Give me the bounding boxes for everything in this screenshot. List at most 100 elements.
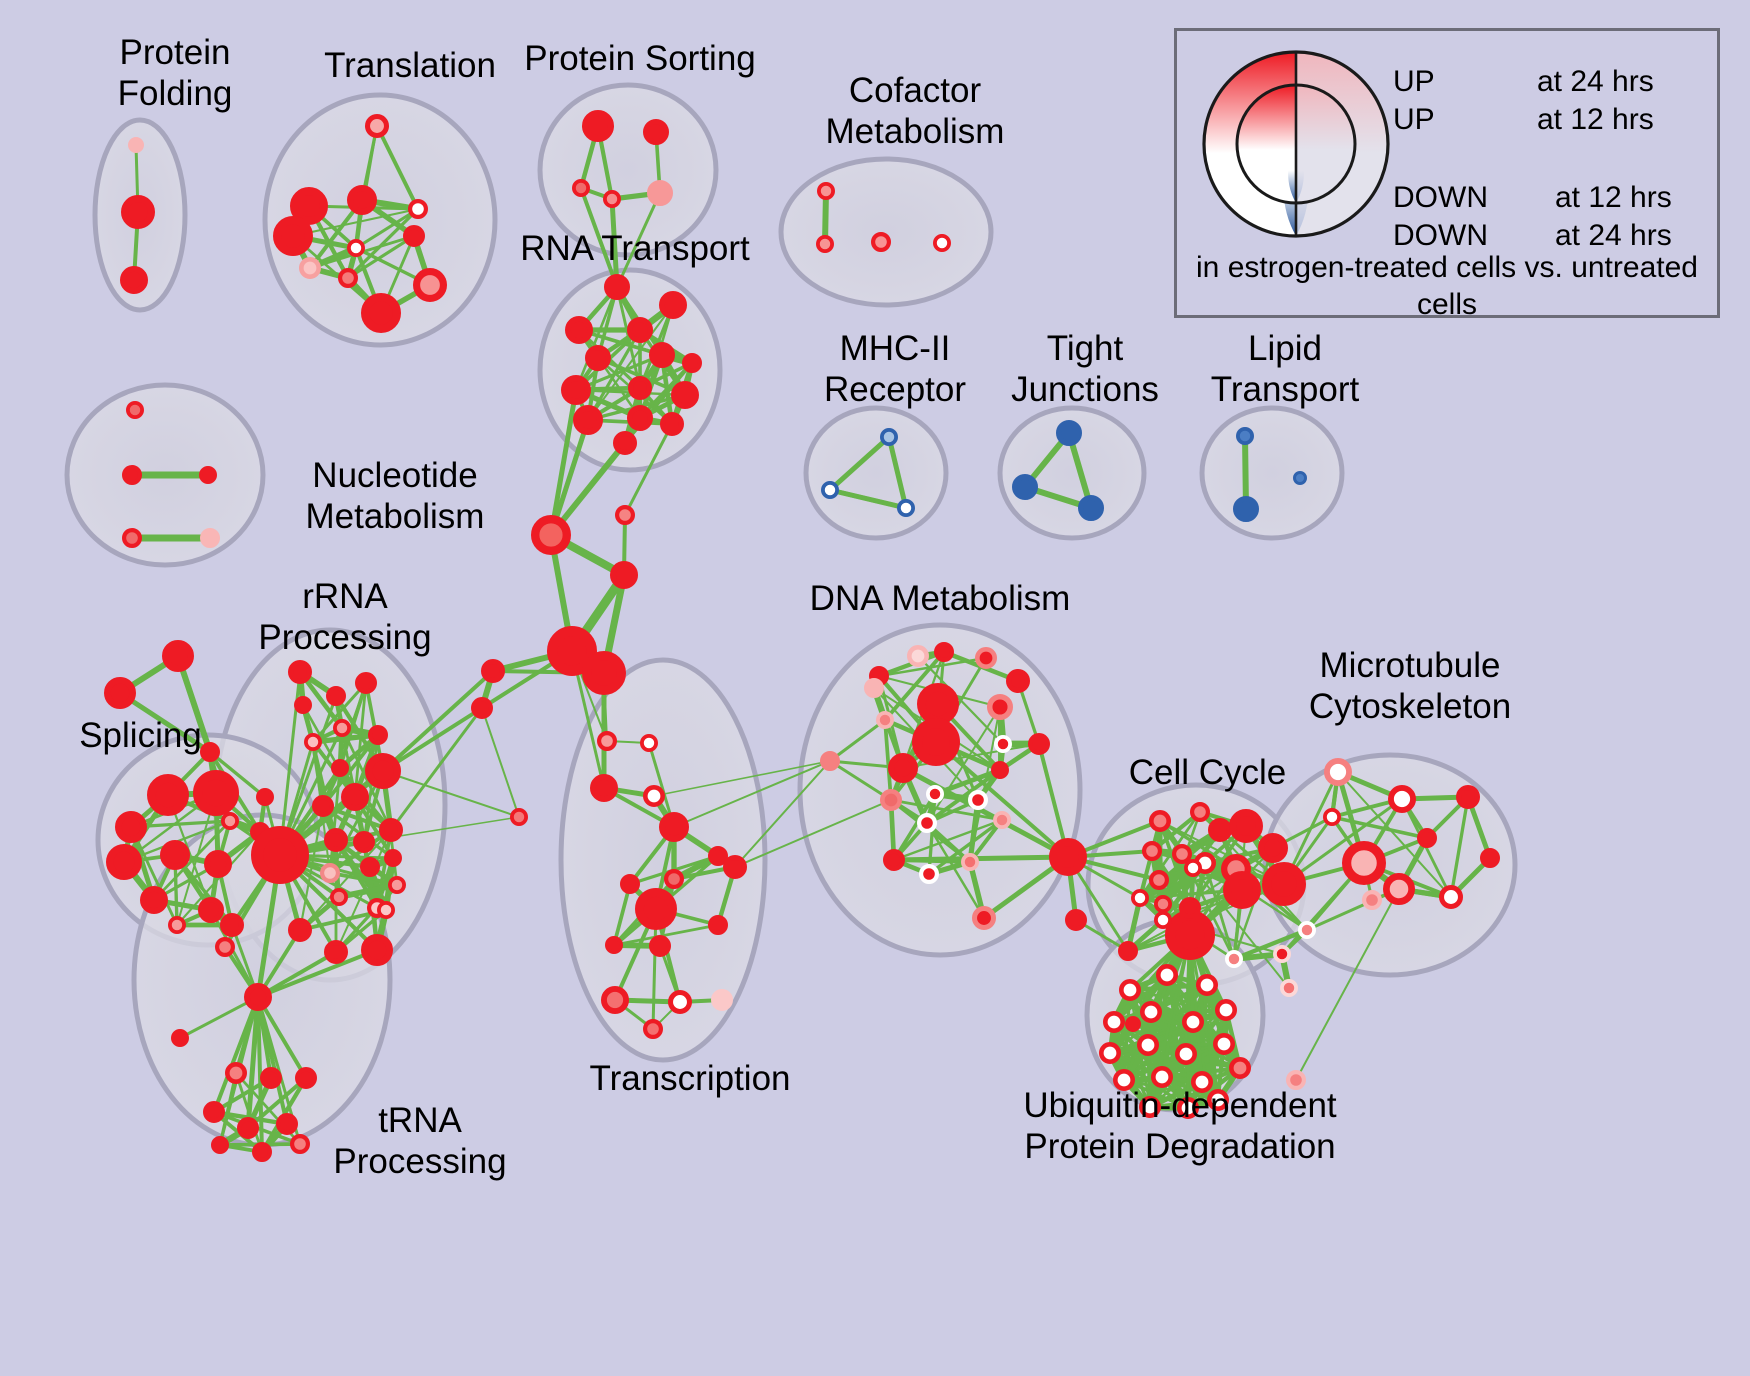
network-node-up[interactable]: [127, 136, 144, 153]
network-node-up[interactable]: [610, 561, 639, 590]
network-node-up[interactable]: [634, 887, 677, 930]
network-node-up[interactable]: [581, 110, 614, 143]
network-node-up[interactable]: [215, 936, 236, 957]
network-node-up[interactable]: [614, 505, 635, 526]
network-node-up[interactable]: [1065, 908, 1088, 931]
network-node-up[interactable]: [596, 730, 617, 751]
network-node-up[interactable]: [333, 719, 352, 738]
network-node-up[interactable]: [659, 291, 688, 320]
network-node-up[interactable]: [573, 404, 604, 435]
network-node-up[interactable]: [470, 696, 493, 719]
network-node-up[interactable]: [1154, 895, 1173, 914]
network-node-up[interactable]: [330, 888, 349, 907]
network-node-up[interactable]: [220, 812, 239, 831]
network-node-up[interactable]: [613, 430, 638, 455]
network-node-up[interactable]: [603, 274, 630, 301]
network-node-up[interactable]: [1341, 840, 1386, 885]
network-node-up[interactable]: [121, 465, 142, 486]
network-node-up[interactable]: [1323, 808, 1342, 827]
network-node-up[interactable]: [1196, 973, 1219, 996]
network-node-up[interactable]: [347, 238, 366, 257]
network-node-up[interactable]: [326, 685, 347, 706]
network-node-up[interactable]: [1222, 870, 1261, 909]
network-node-up[interactable]: [1179, 896, 1202, 919]
network-node-up[interactable]: [710, 988, 733, 1011]
network-node-up[interactable]: [162, 639, 195, 672]
network-node-up[interactable]: [244, 983, 273, 1012]
network-node-up[interactable]: [388, 876, 407, 895]
network-node-up[interactable]: [605, 936, 624, 955]
network-node-up[interactable]: [916, 682, 959, 725]
network-node-up[interactable]: [1387, 785, 1416, 814]
network-node-up[interactable]: [360, 856, 381, 877]
network-node-up[interactable]: [311, 794, 334, 817]
network-node-up[interactable]: [252, 1141, 273, 1162]
network-node-up[interactable]: [298, 256, 321, 279]
network-node-up[interactable]: [584, 345, 611, 372]
network-node-up[interactable]: [1119, 978, 1142, 1001]
network-node-up[interactable]: [1131, 889, 1150, 908]
network-node-up[interactable]: [648, 934, 671, 957]
network-node-up[interactable]: [888, 753, 919, 784]
network-node-up[interactable]: [273, 215, 314, 256]
network-node-up[interactable]: [1261, 861, 1306, 906]
network-node-up[interactable]: [120, 266, 149, 295]
network-node-down[interactable]: [897, 499, 916, 518]
network-node-up[interactable]: [364, 753, 401, 790]
network-node-up[interactable]: [1006, 669, 1031, 694]
network-node-up[interactable]: [1439, 885, 1464, 910]
network-node-up[interactable]: [159, 840, 190, 871]
network-node-up[interactable]: [967, 789, 988, 810]
network-node-up[interactable]: [531, 515, 572, 556]
network-node-up[interactable]: [642, 118, 669, 145]
network-node-up[interactable]: [1151, 1066, 1174, 1089]
network-node-up[interactable]: [323, 828, 348, 853]
network-node-up[interactable]: [961, 853, 980, 872]
network-node-up[interactable]: [204, 850, 233, 879]
network-node-up[interactable]: [1148, 869, 1169, 890]
network-node-up[interactable]: [202, 1101, 225, 1124]
network-node-up[interactable]: [378, 818, 403, 843]
network-node-up[interactable]: [408, 199, 429, 220]
network-node-up[interactable]: [224, 1062, 247, 1085]
network-node-up[interactable]: [1361, 889, 1382, 910]
network-node-up[interactable]: [220, 913, 245, 938]
network-node-up[interactable]: [320, 862, 341, 883]
network-node-down[interactable]: [1055, 420, 1082, 447]
network-node-up[interactable]: [863, 677, 884, 698]
network-node-up[interactable]: [911, 717, 960, 766]
network-node-up[interactable]: [125, 401, 144, 420]
network-node-up[interactable]: [338, 268, 359, 289]
network-node-up[interactable]: [547, 626, 597, 676]
network-node-up[interactable]: [323, 940, 348, 965]
network-node-up[interactable]: [341, 783, 370, 812]
network-node-up[interactable]: [628, 375, 653, 400]
network-node-up[interactable]: [377, 901, 396, 920]
network-node-up[interactable]: [304, 733, 323, 752]
network-node-up[interactable]: [1280, 979, 1299, 998]
network-node-down[interactable]: [1236, 427, 1255, 446]
network-node-up[interactable]: [626, 317, 653, 344]
network-node-up[interactable]: [1189, 801, 1210, 822]
network-node-up[interactable]: [290, 1133, 311, 1154]
network-node-up[interactable]: [1184, 859, 1203, 878]
network-node-up[interactable]: [918, 863, 939, 884]
network-node-up[interactable]: [147, 773, 190, 816]
network-node-up[interactable]: [916, 812, 937, 833]
network-node-up[interactable]: [1140, 1000, 1163, 1023]
network-node-up[interactable]: [1208, 818, 1233, 843]
network-node-up[interactable]: [619, 873, 640, 894]
network-node-up[interactable]: [590, 774, 619, 803]
network-node-up[interactable]: [210, 1136, 229, 1155]
network-node-up[interactable]: [646, 179, 673, 206]
network-node-up[interactable]: [1154, 911, 1173, 930]
network-node-up[interactable]: [1229, 1057, 1252, 1080]
network-node-up[interactable]: [236, 1117, 259, 1140]
network-node-up[interactable]: [384, 849, 403, 868]
network-node-up[interactable]: [707, 845, 728, 866]
network-node-down[interactable]: [1232, 496, 1259, 523]
network-node-up[interactable]: [642, 1018, 663, 1039]
network-node-up[interactable]: [105, 844, 142, 881]
network-node-up[interactable]: [626, 405, 653, 432]
network-node-up[interactable]: [1215, 998, 1238, 1021]
